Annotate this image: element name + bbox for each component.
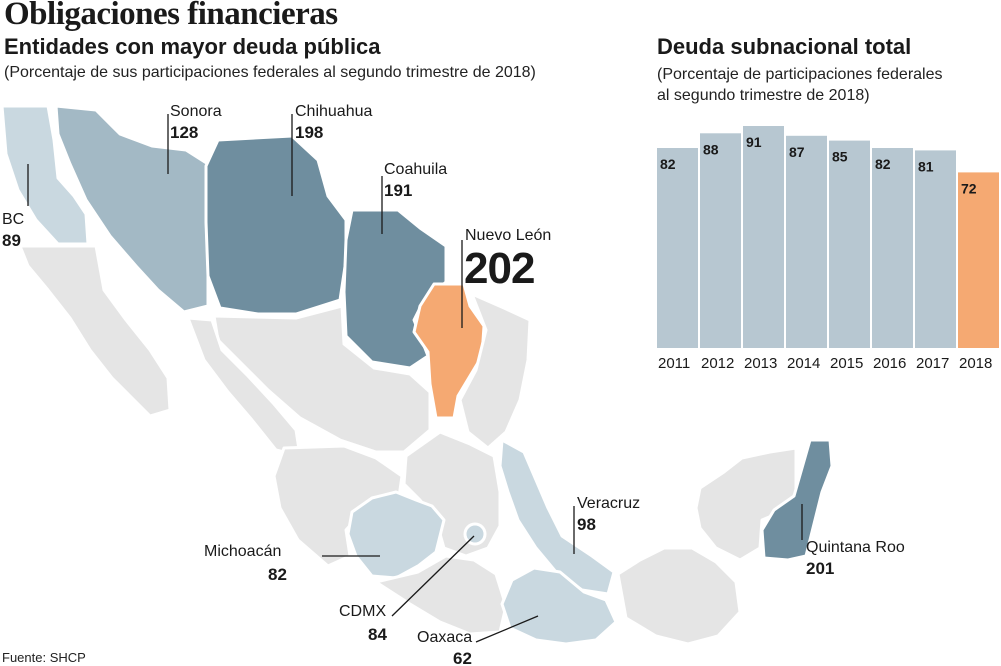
state-chihuahua[interactable] [204, 134, 348, 316]
label-value-veracruz: 98 [577, 515, 596, 534]
year-label-2017: 2017 [916, 355, 949, 372]
state-bcs [18, 244, 172, 418]
bar-value-2018: 72 [961, 180, 977, 196]
label-name-chihuahua: Chihuahua [295, 103, 373, 120]
state-tamaulipas [458, 292, 532, 450]
label-value-sonora: 128 [170, 123, 198, 142]
bar-value-2013: 91 [746, 134, 762, 150]
label-name-nuevo-leon: Nuevo León [465, 227, 551, 244]
map-labels: BC 89 Sonora 128 Chihuahua 198 Coahuila … [2, 103, 905, 666]
bar-2012 [700, 133, 741, 348]
year-label-2011: 2011 [658, 355, 690, 372]
bar-value-2012: 88 [703, 141, 719, 157]
bar-value-2011: 82 [660, 156, 676, 172]
label-name-quintana-roo: Quintana Roo [806, 539, 905, 556]
bar-2011 [657, 148, 698, 348]
year-label-2016: 2016 [873, 355, 906, 372]
mexico-map [0, 104, 834, 646]
label-name-coahuila: Coahuila [384, 161, 447, 178]
page-title: Obligaciones financieras [4, 0, 338, 32]
year-label-2013: 2013 [744, 355, 777, 372]
bar-2016 [872, 148, 913, 348]
label-name-sonora: Sonora [170, 103, 222, 120]
state-nuevo-leon[interactable] [412, 282, 486, 420]
state-sinaloa [186, 316, 302, 458]
label-name-cdmx: CDMX [339, 603, 386, 620]
label-value-bc: 89 [2, 231, 21, 250]
state-oaxaca[interactable] [500, 566, 618, 646]
year-label-2012: 2012 [701, 355, 734, 372]
state-jalisco [272, 444, 404, 568]
bar-chart-title: Deuda subnacional total [657, 34, 912, 59]
label-value-cdmx: 84 [368, 625, 387, 644]
bar-2015 [829, 140, 870, 348]
bar-chart: 82 2011 88 2012 91 2013 87 2014 85 2015 82 2016 81 20… [657, 126, 999, 372]
map-title: Entidades con mayor deuda pública [4, 34, 381, 59]
bar-2014 [786, 135, 827, 348]
label-name-oaxaca: Oaxaca [417, 629, 472, 646]
bar-value-2015: 85 [832, 149, 848, 165]
bar-chart-subtitle: (Porcentaje de participaciones federales… [657, 66, 943, 104]
label-name-bc: BC [2, 211, 24, 228]
leader-cdmx [391, 535, 475, 617]
state-quintana-roo[interactable] [760, 438, 834, 562]
label-value-coahuila: 191 [384, 181, 412, 200]
state-durango [212, 304, 432, 454]
label-value-nuevo-leon: 202 [464, 244, 534, 293]
year-label-2014: 2014 [787, 355, 820, 372]
state-veracruz[interactable] [498, 438, 616, 596]
leader-oaxaca [475, 615, 539, 643]
bar-2018 [958, 172, 999, 348]
label-name-michoacan: Michoacán [204, 543, 281, 560]
bar-value-2014: 87 [789, 144, 805, 160]
label-value-quintana-roo: 201 [806, 559, 834, 578]
leader-lines [27, 114, 803, 643]
label-value-chihuahua: 198 [295, 123, 323, 142]
source-note: Fuente: SHCP [2, 650, 86, 665]
label-value-oaxaca: 62 [453, 649, 472, 666]
year-label-2015: 2015 [830, 355, 863, 372]
bar-2017 [915, 150, 956, 348]
label-value-michoacan: 82 [268, 565, 287, 584]
label-name-veracruz: Veracruz [577, 495, 640, 512]
state-bc[interactable] [0, 104, 90, 246]
state-chiapas [616, 546, 742, 646]
bar-value-2017: 81 [918, 158, 934, 174]
state-sonora[interactable] [54, 104, 210, 314]
map-subtitle: (Porcentaje de sus participaciones feder… [4, 64, 536, 81]
bar-2013 [743, 126, 784, 348]
bar-value-2016: 82 [875, 156, 891, 172]
year-label-2018: 2018 [959, 355, 992, 372]
